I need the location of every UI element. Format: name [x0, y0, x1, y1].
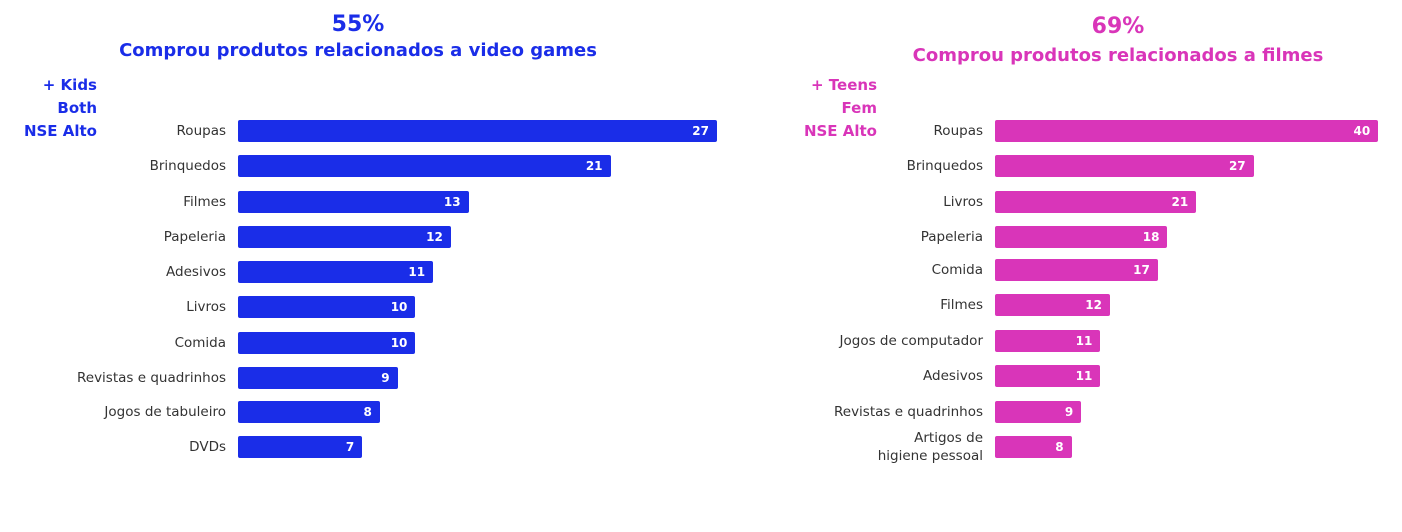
bar — [238, 436, 363, 458]
annotation: Both — [57, 99, 97, 117]
value-label: 10 — [390, 336, 408, 350]
value-label: 8 — [363, 405, 372, 419]
category-label: Jogos de tabuleiro — [104, 404, 226, 420]
value-label: 9 — [1064, 405, 1074, 419]
bar — [995, 401, 1082, 423]
category-label: Adesivos — [923, 368, 983, 384]
value-label: 11 — [1075, 369, 1093, 383]
category-label: Revistas e quadrinhos — [76, 370, 226, 386]
category-label: Livros — [943, 194, 983, 210]
category-label: Livros — [186, 299, 226, 315]
value-label: 9 — [381, 371, 390, 385]
bar — [238, 261, 434, 283]
annotation: + Kids — [42, 76, 97, 94]
category-label: Comida — [174, 335, 226, 351]
bar — [238, 226, 451, 248]
category-label: Adesivos — [166, 264, 226, 280]
bar — [995, 155, 1254, 177]
bar — [238, 332, 416, 354]
category-label: Filmes — [940, 297, 983, 313]
value-label: 21 — [585, 159, 603, 173]
category-label: Comida — [931, 262, 983, 278]
annotation: NSE Alto — [803, 122, 877, 140]
value-label: 40 — [1353, 124, 1371, 138]
bar — [238, 155, 611, 177]
bar — [238, 401, 380, 423]
bar — [995, 294, 1110, 316]
category-label: Revistas e quadrinhos — [833, 404, 983, 420]
bar — [238, 367, 398, 389]
category-label: Roupas — [176, 123, 226, 139]
value-label: 13 — [443, 195, 461, 209]
category-label: Brinquedos — [906, 158, 983, 174]
chart-subtitle: Comprou produtos relacionados a filmes — [912, 45, 1324, 66]
annotation: NSE Alto — [23, 122, 97, 140]
value-label: 21 — [1171, 195, 1189, 209]
annotation: Fem — [841, 99, 877, 117]
category-label: Jogos de computador — [839, 333, 983, 349]
value-label: 12 — [426, 230, 443, 244]
value-label: 27 — [1228, 159, 1246, 173]
value-label: 17 — [1133, 263, 1150, 277]
value-label: 11 — [1075, 334, 1093, 348]
chart-title: 69% — [1091, 14, 1145, 39]
bar — [995, 191, 1197, 213]
category-label: Filmes — [183, 194, 226, 210]
bar — [995, 120, 1379, 142]
category-label: Artigos de higiene pessoal — [877, 430, 983, 464]
category-label: DVDs — [189, 439, 226, 455]
value-label: 18 — [1142, 230, 1160, 244]
bar — [995, 330, 1101, 352]
value-label: 27 — [692, 124, 709, 138]
value-label: 11 — [408, 265, 426, 279]
annotation: + Teens — [811, 76, 877, 94]
category-label: Papeleria — [163, 229, 226, 245]
chart-subtitle: Comprou produtos relacionados a video ga… — [119, 40, 597, 61]
bar — [995, 226, 1168, 248]
value-label: 7 — [345, 440, 355, 454]
bar — [238, 191, 469, 213]
category-label: Brinquedos — [149, 158, 226, 174]
bar — [995, 259, 1158, 281]
chart-title: 55% — [331, 12, 385, 37]
bar — [238, 120, 717, 142]
value-label: 12 — [1085, 298, 1102, 312]
bar — [995, 365, 1101, 387]
value-label: 8 — [1055, 440, 1064, 454]
category-label: Roupas — [933, 123, 983, 139]
bar — [238, 296, 416, 318]
value-label: 10 — [390, 300, 408, 314]
bar — [995, 436, 1072, 458]
category-label: Papeleria — [920, 229, 983, 245]
